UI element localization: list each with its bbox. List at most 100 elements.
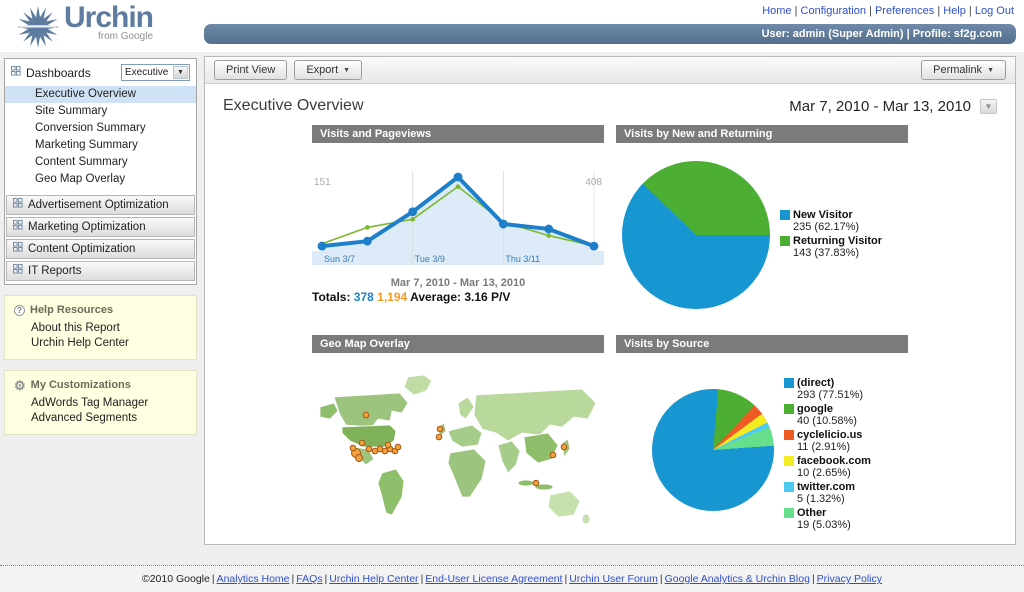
- footer-link-analytics-home[interactable]: Analytics Home: [210, 573, 290, 585]
- legend-swatch: [780, 236, 790, 246]
- section-grid-icon: [13, 264, 23, 278]
- nav-configuration[interactable]: Configuration: [792, 5, 866, 17]
- panel-header-visits-by-source: Visits by Source: [616, 335, 908, 353]
- my-customizations-title: My Customizations: [30, 379, 131, 391]
- help-item-about-this-report[interactable]: About this Report: [31, 322, 120, 334]
- dashboards-box: Dashboards Executive ▼ Executive Overvie…: [4, 58, 197, 285]
- panel-visits-by-source: Visits by Source (direct) 293 (77.51%) g…: [616, 335, 908, 533]
- section-label: IT Reports: [28, 265, 82, 277]
- section-label: Marketing Optimization: [28, 221, 146, 233]
- section-label: Content Optimization: [28, 243, 136, 255]
- sidebar: Dashboards Executive ▼ Executive Overvie…: [4, 58, 197, 435]
- report-toolbar: Print View Export ▼ Permalink ▼: [205, 57, 1015, 84]
- permalink-button[interactable]: Permalink ▼: [921, 60, 1006, 80]
- sidebar-item-site-summary[interactable]: Site Summary: [35, 105, 108, 117]
- footer-link-privacy-policy[interactable]: Privacy Policy: [810, 573, 882, 585]
- legend-label: (direct): [797, 377, 835, 389]
- legend-entry-direct: (direct) 293 (77.51%): [784, 377, 871, 401]
- visits-by-source-pie-chart: [652, 389, 774, 511]
- app-header: Urchin from Google HomeConfigurationPref…: [0, 0, 1024, 52]
- average-value: 3.16 P/V: [464, 290, 511, 304]
- section-it-reports[interactable]: IT Reports: [6, 261, 195, 281]
- sidebar-item-marketing-summary[interactable]: Marketing Summary: [35, 139, 138, 151]
- legend-label: Other: [797, 507, 827, 519]
- my-customizations-title-row: ⚙ My Customizations: [14, 377, 187, 393]
- visits-by-source-body: (direct) 293 (77.51%) google 40 (10.58%)…: [616, 377, 908, 533]
- footer-link-urchin-user-forum[interactable]: Urchin User Forum: [562, 573, 658, 585]
- nav-home[interactable]: Home: [762, 5, 792, 17]
- panel-header-geo-map: Geo Map Overlay: [312, 335, 604, 353]
- nav-logout[interactable]: Log Out: [966, 5, 1014, 17]
- legend-label: cyclelicio.us: [797, 429, 863, 441]
- urchin-sun-icon: [16, 5, 60, 52]
- footer-link-eula[interactable]: End-User License Agreement: [419, 573, 562, 585]
- svg-text:408: 408: [585, 177, 602, 188]
- section-marketing-optimization[interactable]: Marketing Optimization: [6, 217, 195, 237]
- legend-value: 11 (2.91%): [797, 441, 850, 453]
- sidebar-item-executive-overview[interactable]: Executive Overview: [5, 86, 196, 103]
- page-title: Executive Overview: [223, 97, 364, 114]
- legend-entry-facebook: facebook.com 10 (2.65%): [784, 455, 871, 479]
- nav-help[interactable]: Help: [934, 5, 966, 17]
- footer-link-ga-urchin-blog[interactable]: Google Analytics & Urchin Blog: [658, 573, 810, 585]
- footer-link-faqs[interactable]: FAQs: [290, 573, 322, 585]
- average-label: Average:: [410, 290, 462, 304]
- title-row: Executive Overview Mar 7, 2010 - Mar 13,…: [205, 84, 1015, 117]
- logo-wordmark: Urchin: [64, 1, 154, 34]
- legend-entry-new-visitor: New Visitor 235 (62.17%): [780, 209, 882, 233]
- nav-preferences[interactable]: Preferences: [866, 5, 934, 17]
- help-resources-box: ? Help Resources About this Report Urchi…: [4, 295, 197, 360]
- legend-label: Returning Visitor: [793, 235, 883, 247]
- export-button[interactable]: Export ▼: [294, 60, 363, 80]
- legend-swatch: [780, 210, 790, 220]
- legend-swatch: [784, 378, 794, 388]
- print-view-button[interactable]: Print View: [214, 60, 288, 80]
- pageviews-total: 1,194: [377, 290, 408, 304]
- legend-entry-twitter: twitter.com 5 (1.32%): [784, 481, 871, 505]
- section-content-optimization[interactable]: Content Optimization: [6, 239, 195, 259]
- gear-icon: ⚙: [14, 377, 26, 393]
- permalink-label: Permalink: [933, 64, 983, 76]
- dashboard-selector-arrow-icon[interactable]: ▼: [173, 66, 188, 79]
- section-advertisement-optimization[interactable]: Advertisement Optimization: [6, 195, 195, 215]
- customization-item-adwords-tag-manager[interactable]: AdWords Tag Manager: [31, 397, 149, 409]
- footer-link-urchin-help-center[interactable]: Urchin Help Center: [323, 573, 418, 585]
- legend-swatch: [784, 404, 794, 414]
- urchin-logo[interactable]: Urchin from Google: [16, 1, 154, 52]
- export-label: Export: [306, 64, 339, 76]
- totals-label: Totals:: [312, 290, 351, 304]
- help-resources-title-row: ? Help Resources: [14, 304, 187, 316]
- sidebar-item-conversion-summary[interactable]: Conversion Summary: [35, 122, 146, 134]
- visits-pageviews-line-chart: 151 408 Sun 3/7 Tue 3/9 Thu 3/11: [312, 171, 604, 265]
- legend-swatch: [784, 430, 794, 440]
- sidebar-item-geo-map-overlay[interactable]: Geo Map Overlay: [35, 173, 126, 185]
- legend-value: 40 (10.58%): [797, 415, 857, 427]
- my-customizations-box: ⚙ My Customizations AdWords Tag Manager …: [4, 370, 197, 435]
- panel-header-visits-pageviews: Visits and Pageviews: [312, 125, 604, 143]
- question-mark-icon: ?: [14, 304, 25, 316]
- legend-value: 293 (77.51%): [797, 389, 864, 401]
- section-grid-icon: [13, 242, 23, 256]
- dashboard-grid-icon: [11, 66, 21, 79]
- help-resources-title: Help Resources: [30, 304, 114, 316]
- dashboard-selector[interactable]: Executive ▼: [121, 64, 190, 81]
- dashboards-title: Dashboards: [26, 65, 91, 80]
- date-range-picker[interactable]: Mar 7, 2010 - Mar 13, 2010 ▼: [789, 98, 997, 115]
- svg-text:Sun 3/7: Sun 3/7: [324, 254, 355, 264]
- date-range-dropdown-icon[interactable]: ▼: [980, 98, 997, 114]
- customization-item-advanced-segments[interactable]: Advanced Segments: [31, 412, 138, 424]
- legend-value: 143 (37.83%): [793, 247, 860, 259]
- main-content: Print View Export ▼ Permalink ▼ Executive …: [204, 56, 1016, 545]
- legend-entry-cyclelicious: cyclelicio.us 11 (2.91%): [784, 429, 871, 453]
- dashboard-grid: Visits and Pageviews 151 408 Sun 3/7 Tue 3/…: [312, 125, 908, 533]
- date-range-value: Mar 7, 2010 - Mar 13, 2010: [789, 97, 971, 115]
- new-returning-legend: New Visitor 235 (62.17%) Returning Visit…: [780, 209, 882, 261]
- help-item-urchin-help-center[interactable]: Urchin Help Center: [31, 337, 129, 349]
- svg-text:151: 151: [314, 177, 331, 188]
- chart-date-caption: Mar 7, 2010 - Mar 13, 2010: [390, 277, 526, 289]
- legend-value: 235 (62.17%): [793, 221, 860, 233]
- sidebar-item-content-summary[interactable]: Content Summary: [35, 156, 128, 168]
- logo-subtitle: from Google: [97, 31, 154, 42]
- panel-header-new-returning: Visits by New and Returning: [616, 125, 908, 143]
